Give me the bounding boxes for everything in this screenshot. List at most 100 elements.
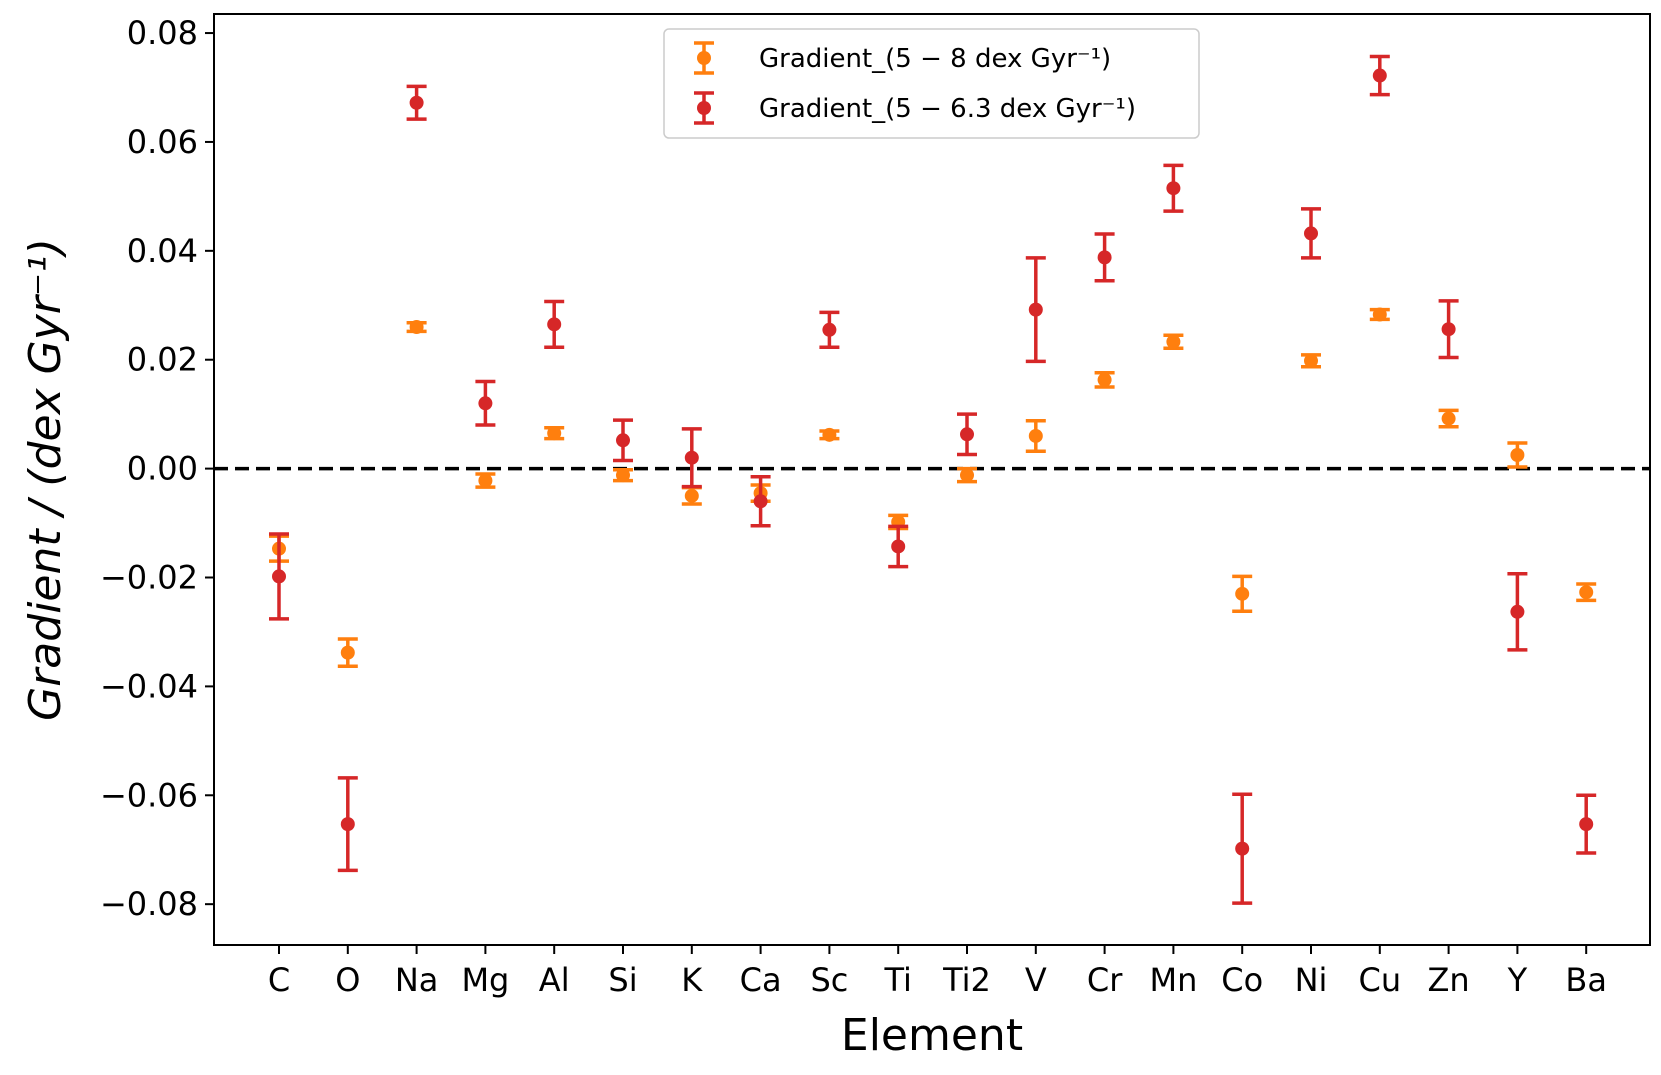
data-point xyxy=(1097,250,1112,265)
errorbar-point-y-series-0 xyxy=(1507,441,1528,469)
legend-label: Gradient_(5 − 6.3 dex Gyr⁻¹) xyxy=(759,94,1136,124)
errorbar-point-ca-series-1 xyxy=(750,475,771,528)
data-point xyxy=(1166,181,1181,196)
data-point xyxy=(1028,428,1043,443)
x-tick-label: Mn xyxy=(1149,961,1197,999)
data-point xyxy=(1097,372,1112,387)
y-tick-label: −0.02 xyxy=(100,559,198,597)
data-point xyxy=(822,427,837,442)
x-tick-label: Cr xyxy=(1087,961,1123,999)
x-tick-label: Si xyxy=(608,961,637,999)
errorbar-point-ti2-series-1 xyxy=(957,412,977,457)
y-tick-label: 0.04 xyxy=(127,232,198,270)
data-point xyxy=(478,473,493,488)
data-point xyxy=(272,569,286,584)
data-point xyxy=(1028,302,1043,317)
x-tick-label: O xyxy=(335,961,360,999)
data-point xyxy=(1304,226,1318,241)
legend-label: Gradient_(5 − 8 dex Gyr⁻¹) xyxy=(759,44,1111,74)
errorbar-point-ba-series-1 xyxy=(1576,793,1597,855)
data-point xyxy=(1166,334,1181,349)
errorbar-point-cu-series-1 xyxy=(1369,54,1390,97)
series-1 xyxy=(269,54,1597,905)
data-point xyxy=(1235,586,1250,601)
y-axis-title: Gradient / (dex Gyr⁻¹) xyxy=(20,238,71,721)
x-tick-label: Ti2 xyxy=(942,961,991,999)
errorbar-point-mn-series-0 xyxy=(1163,333,1184,351)
legend: Gradient_(5 − 8 dex Gyr⁻¹) Gradient_(5 − … xyxy=(663,28,1200,139)
errorbar-point-al-series-0 xyxy=(544,426,565,441)
x-tick-label: Co xyxy=(1221,961,1263,999)
y-tick-label: 0.02 xyxy=(127,341,198,379)
errorbar-point-ti2-series-0 xyxy=(957,466,977,484)
data-point xyxy=(1579,585,1594,600)
data-point xyxy=(409,95,424,110)
x-axis-title: Element xyxy=(841,1010,1023,1061)
data-point xyxy=(1579,817,1594,832)
data-point xyxy=(340,645,355,660)
errorbar-point-k-series-1 xyxy=(681,427,702,489)
legend-marker xyxy=(697,51,711,65)
y-tick-label: −0.04 xyxy=(100,667,198,705)
y-tick-label: −0.06 xyxy=(100,776,198,814)
x-tick-label: Na xyxy=(395,961,439,999)
data-point xyxy=(340,817,355,832)
errorbar-point-v-series-1 xyxy=(1025,256,1046,364)
errorbar-point-zn-series-1 xyxy=(1438,299,1459,360)
errorbar-point-cu-series-0 xyxy=(1369,307,1390,322)
errorbar-point-si-series-1 xyxy=(613,418,633,463)
data-point xyxy=(1510,604,1525,619)
series-0 xyxy=(269,307,1597,668)
errorbar-point-sc-series-1 xyxy=(819,310,840,349)
data-point xyxy=(409,320,424,335)
x-tick-label: Mg xyxy=(461,961,509,999)
y-tick-label: 0.08 xyxy=(127,14,198,52)
errorbar-point-na-series-0 xyxy=(406,320,427,335)
data-point xyxy=(1510,448,1525,462)
x-tick-label: K xyxy=(681,961,703,999)
errorbar-point-cr-series-1 xyxy=(1094,232,1115,283)
errorbar-point-al-series-1 xyxy=(544,299,565,349)
data-point xyxy=(1441,322,1456,337)
x-tick-label: Ba xyxy=(1565,961,1607,999)
data-point xyxy=(960,468,974,483)
data-point xyxy=(478,396,493,411)
errorbar-point-co-series-0 xyxy=(1232,574,1253,614)
errorbar-point-na-series-1 xyxy=(406,84,427,121)
x-tick-label: Ni xyxy=(1295,961,1328,999)
errorbar-point-v-series-0 xyxy=(1025,418,1046,453)
data-point xyxy=(753,494,768,509)
data-point xyxy=(616,468,630,483)
errorbar-point-c-series-1 xyxy=(269,532,289,621)
x-tick-label: Sc xyxy=(810,961,848,999)
legend-marker xyxy=(697,101,711,115)
data-point xyxy=(822,322,837,337)
data-point xyxy=(684,488,699,503)
data-point xyxy=(1235,841,1250,856)
data-point xyxy=(547,426,562,441)
x-tick-label: V xyxy=(1025,961,1047,999)
data-point xyxy=(684,450,699,465)
x-tick-label: Ti xyxy=(883,961,911,999)
data-point xyxy=(1441,411,1456,426)
errorbar-point-cr-series-0 xyxy=(1094,371,1115,389)
series-layer xyxy=(269,54,1597,905)
data-point xyxy=(547,317,562,332)
errorbar-point-mg-series-0 xyxy=(475,472,496,489)
errorbar-point-y-series-1 xyxy=(1507,571,1528,652)
errorbar-point-sc-series-0 xyxy=(819,427,840,442)
x-tick-label: C xyxy=(268,961,290,999)
errorbar-point-k-series-0 xyxy=(681,485,702,506)
errorbar-point-mn-series-1 xyxy=(1163,163,1184,213)
errorbar-point-ni-series-1 xyxy=(1301,207,1321,260)
legend-box xyxy=(663,28,1200,139)
y-tick-label: 0.06 xyxy=(127,123,198,161)
data-point xyxy=(1372,307,1387,322)
x-tick-label: Al xyxy=(539,961,570,999)
legend-item-0: Gradient_(5 − 8 dex Gyr⁻¹) xyxy=(694,41,1111,75)
x-tick-label: Zn xyxy=(1427,961,1469,999)
errorbar-point-o-series-0 xyxy=(337,637,358,668)
x-tick-label: Y xyxy=(1507,961,1528,999)
errorbar-point-o-series-1 xyxy=(337,776,358,873)
